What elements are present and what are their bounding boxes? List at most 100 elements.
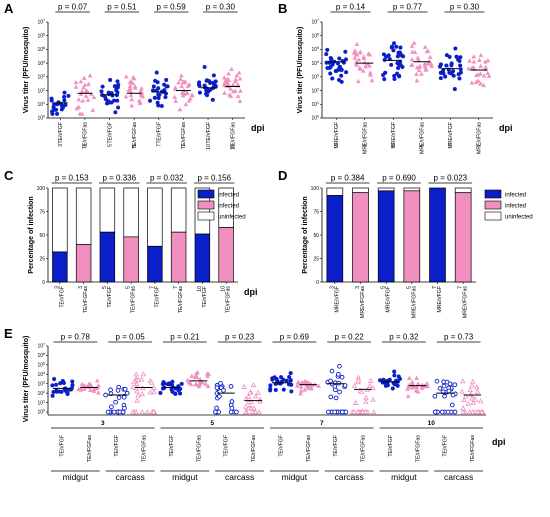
data-point <box>467 391 474 397</box>
bar-infected <box>52 251 68 283</box>
data-point <box>241 383 247 389</box>
data-point <box>355 78 361 84</box>
data-point <box>156 103 161 108</box>
data-point <box>335 371 341 377</box>
data-point <box>339 73 344 78</box>
data-point <box>391 48 396 53</box>
data-point <box>397 74 402 79</box>
dpi-tick-label: 10 <box>230 144 236 150</box>
x-tick-label: MRE/r/FGFas <box>477 122 483 154</box>
dpi-tick-label: 10 <box>206 144 212 150</box>
data-point <box>140 371 147 377</box>
dpi-tick-label: 10 <box>221 286 227 292</box>
data-point <box>381 52 386 57</box>
legend-swatch <box>484 189 502 199</box>
legend-label: infected <box>505 204 526 210</box>
data-point <box>459 378 466 384</box>
y-tick-label: 102 <box>37 87 45 94</box>
data-point <box>49 96 54 101</box>
data-point <box>336 380 342 386</box>
x-tick-label: TE/r/FGF <box>224 435 230 457</box>
data-point <box>458 63 463 68</box>
x-tick-label: MRE/r/FGF <box>448 122 454 149</box>
dpi-tick-label: 7 <box>477 144 483 147</box>
data-point <box>401 54 406 59</box>
bar-infected <box>218 227 234 283</box>
data-point <box>289 382 294 387</box>
y-tick-label: 107 <box>37 19 45 26</box>
bar-infected <box>147 245 163 283</box>
data-point <box>460 405 466 411</box>
data-point <box>184 90 190 95</box>
data-point <box>217 394 222 399</box>
data-point <box>414 375 420 380</box>
data-point <box>128 79 134 84</box>
data-point <box>178 76 184 81</box>
data-point <box>432 409 438 415</box>
data-point <box>411 40 417 45</box>
data-point <box>111 98 117 103</box>
p-value-label: p = 0.07 <box>58 3 88 12</box>
data-point <box>478 398 484 404</box>
data-point <box>415 389 421 394</box>
data-point <box>442 393 447 399</box>
data-point <box>59 107 64 112</box>
data-point <box>295 379 301 385</box>
data-point <box>409 62 414 68</box>
data-point <box>202 64 207 70</box>
data-point <box>428 61 434 66</box>
x-tick-label: TE/r/FGFas <box>196 435 202 462</box>
dpi-tick-label: 5 <box>126 286 132 289</box>
y-axis-label: Percentage of infection <box>28 196 35 273</box>
bar-uninfected <box>99 187 116 233</box>
data-point <box>465 401 472 407</box>
data-point <box>103 97 108 102</box>
data-point <box>173 98 179 103</box>
dpi-tick-label: 5 <box>381 286 387 289</box>
data-point <box>54 382 59 387</box>
data-point <box>65 391 70 397</box>
data-point <box>396 50 401 55</box>
y-tick-label: 75 <box>39 209 45 215</box>
data-point <box>81 85 86 90</box>
data-point <box>153 78 158 83</box>
x-tick-label: TE/r/FGF <box>169 435 175 457</box>
data-point <box>394 44 399 49</box>
data-point <box>298 388 304 393</box>
dpi-tick-label: 5 <box>406 286 412 289</box>
data-point <box>449 63 454 68</box>
data-point <box>459 388 465 394</box>
data-point <box>298 384 304 389</box>
y-tick-label: 100 <box>37 186 46 192</box>
x-tick-label: TE/r/FGFas <box>83 286 89 313</box>
data-point <box>356 57 362 62</box>
data-point <box>470 400 477 406</box>
data-point <box>138 376 145 382</box>
data-point <box>457 58 462 64</box>
data-point <box>218 381 223 386</box>
data-point <box>252 393 259 399</box>
x-tick-label: MRE/r/FGFas <box>360 286 366 318</box>
data-point <box>235 93 241 98</box>
data-point <box>79 381 85 387</box>
data-point <box>460 409 466 415</box>
data-point <box>70 379 75 384</box>
legend-label: infected <box>218 193 239 199</box>
data-point <box>481 73 487 78</box>
bar-uninfected <box>403 187 421 192</box>
data-point <box>391 41 397 46</box>
data-point <box>104 101 110 106</box>
tissue-group-label: midgut <box>282 472 308 482</box>
dpi-tick-label: 7 <box>181 144 187 147</box>
y-tick-label: 101 <box>311 101 319 108</box>
data-point <box>328 56 333 61</box>
y-tick-label: 100 <box>37 115 45 122</box>
data-point <box>469 382 475 388</box>
x-tick-label: MRE/r/FGF <box>334 122 340 149</box>
legend-label: infected <box>505 193 526 199</box>
data-point <box>343 49 348 54</box>
bar-infected <box>377 190 395 283</box>
data-point <box>159 103 164 109</box>
data-point <box>486 73 492 78</box>
